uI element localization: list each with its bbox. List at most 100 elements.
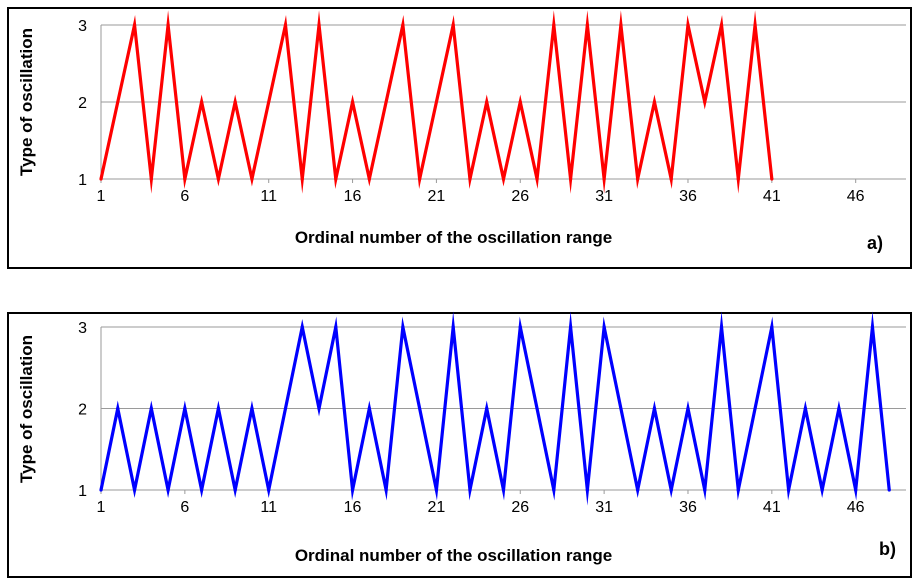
data-point	[485, 406, 489, 411]
x-tick-label: 6	[180, 499, 189, 516]
data-point	[602, 177, 606, 181]
data-point	[166, 23, 170, 27]
x-tick-label: 16	[344, 188, 362, 205]
data-point	[317, 23, 321, 27]
x-tick-label: 21	[428, 499, 446, 516]
data-point	[585, 23, 589, 27]
y-tick-label: 3	[78, 320, 87, 337]
x-tick-label: 26	[511, 499, 529, 516]
y-tick-label: 1	[78, 172, 87, 189]
data-point	[300, 325, 304, 329]
data-point	[367, 406, 371, 411]
y-tick-label: 2	[78, 95, 87, 112]
data-point	[803, 406, 807, 411]
data-point	[552, 488, 556, 492]
chart-panel-a: 1 2 3 1 6 11 16 21 26 31 36 41 46 Type of oscillation…	[7, 7, 912, 269]
data-point	[216, 406, 220, 411]
data-point	[418, 177, 422, 181]
data-point	[837, 406, 841, 411]
data-point	[485, 100, 489, 104]
y-axis-label: Type of oscillation	[17, 335, 36, 483]
data-point	[300, 177, 304, 181]
panel-label: a)	[867, 233, 883, 253]
data-point	[652, 406, 657, 411]
data-point	[686, 406, 690, 411]
x-tick-label: 31	[595, 188, 613, 205]
x-tick-label: 11	[260, 499, 277, 516]
data-point	[183, 177, 187, 181]
data-point	[132, 23, 137, 27]
chart-panel-b: 1 2 3 1 6 11 16 21 26 31 36 41 46 Type of oscillation…	[7, 311, 912, 578]
x-tick-label: 36	[679, 188, 697, 205]
data-point	[384, 488, 388, 492]
data-point	[233, 100, 237, 104]
x-tick-label: 1	[97, 499, 106, 516]
data-point	[703, 100, 707, 104]
data-point	[401, 325, 405, 329]
y-tick-label: 2	[78, 402, 87, 419]
data-point	[518, 325, 522, 329]
data-point	[652, 100, 657, 104]
data-point	[585, 488, 589, 492]
data-point	[887, 488, 891, 492]
data-point	[518, 100, 522, 104]
data-point	[736, 177, 740, 181]
data-point	[568, 325, 573, 329]
data-point	[719, 23, 724, 27]
data-point	[99, 488, 103, 492]
data-point	[317, 406, 321, 411]
data-point	[267, 488, 271, 492]
data-point	[468, 488, 472, 492]
data-point	[753, 23, 757, 27]
data-point	[132, 488, 137, 492]
data-point	[619, 23, 623, 27]
data-point	[149, 177, 153, 181]
data-point	[501, 177, 506, 181]
data-point	[350, 100, 355, 104]
data-point	[820, 488, 824, 492]
y-tick-label: 3	[78, 18, 87, 35]
data-point	[183, 406, 187, 411]
data-point	[703, 488, 707, 492]
data-point	[367, 177, 371, 181]
data-point	[602, 325, 606, 329]
data-point	[434, 488, 439, 492]
data-point	[334, 325, 338, 329]
x-tick-label: 26	[511, 188, 529, 205]
panel-label: b)	[879, 539, 896, 559]
data-point	[870, 325, 875, 329]
data-point	[770, 177, 774, 181]
data-point	[770, 325, 774, 329]
data-point	[451, 23, 455, 27]
data-point	[233, 488, 237, 492]
y-axis-label: Type of oscillation	[17, 28, 36, 176]
x-tick-label: 6	[180, 188, 189, 205]
x-tick-label: 41	[763, 499, 781, 516]
x-tick-label: 36	[679, 499, 697, 516]
data-point	[149, 406, 153, 411]
data-point	[468, 177, 472, 181]
data-point	[854, 488, 858, 492]
data-point	[283, 23, 288, 27]
y-tick-label: 1	[78, 483, 87, 500]
data-point	[401, 23, 405, 27]
data-point	[250, 406, 254, 411]
data-point	[200, 100, 204, 104]
x-axis-label: Ordinal number of the oscillation range	[295, 228, 612, 247]
data-point	[501, 488, 506, 492]
data-point	[216, 177, 220, 181]
data-point	[719, 325, 724, 329]
data-point	[334, 177, 338, 181]
data-point	[116, 406, 120, 411]
data-point	[636, 177, 640, 181]
x-tick-label: 46	[847, 499, 865, 516]
data-point	[451, 325, 455, 329]
data-point	[552, 23, 556, 27]
data-point	[686, 23, 690, 27]
x-tick-label: 46	[847, 188, 865, 205]
data-point	[166, 488, 170, 492]
data-point	[535, 177, 539, 181]
data-point	[669, 488, 673, 492]
x-tick-label: 11	[260, 188, 277, 205]
